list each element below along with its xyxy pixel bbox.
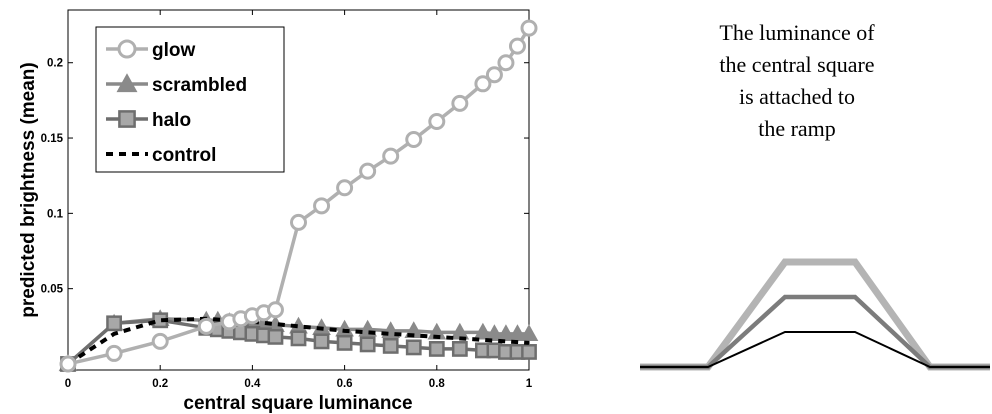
point-halo [382, 337, 399, 354]
point-scrambled [473, 322, 493, 340]
annotation-line-4: the ramp [758, 116, 836, 141]
point-halo [106, 315, 122, 332]
x-tick-label: 0.8 [429, 378, 446, 390]
point-halo [290, 330, 307, 347]
legend-box [95, 26, 285, 173]
legend-label-scrambled: scrambled [152, 75, 247, 96]
chart-panel: 0 0.2 0.4 0.6 0.8 1 0.05 0.1 0.15 0.2 central squ… [18, 9, 539, 414]
x-tick-label: 0.2 [152, 378, 168, 390]
point-glow [497, 54, 515, 72]
ramp-profile-1 [640, 258, 990, 371]
x-tick-label: 0 [65, 378, 71, 390]
point-glow [382, 147, 400, 165]
ramp-profile-3 [640, 331, 990, 368]
legend-item-glow: glow [106, 39, 195, 61]
series-glow [59, 19, 538, 373]
point-halo [313, 333, 330, 350]
point-glow [336, 179, 354, 197]
legend-marker-halo [118, 110, 136, 128]
point-glow [520, 19, 538, 37]
x-axis-label: central square luminance [183, 393, 412, 414]
point-halo [336, 334, 353, 351]
y-tick-label: 0.1 [47, 208, 64, 220]
legend-label-control: control [152, 145, 216, 166]
legend-label-glow: glow [152, 40, 195, 61]
x-tick-label: 0.4 [244, 378, 261, 390]
point-scrambled [519, 324, 539, 342]
legend-items: glow scrambled halo control [106, 39, 247, 166]
legend-marker-glow [117, 39, 137, 59]
point-glow [313, 197, 331, 215]
legend-item-control: control [106, 145, 216, 166]
point-glow [105, 344, 123, 362]
point-halo [521, 344, 537, 360]
series-control [66, 316, 530, 366]
point-glow [359, 162, 377, 180]
point-glow [451, 94, 469, 112]
point-glow [151, 332, 169, 350]
point-halo [359, 336, 376, 353]
point-glow [290, 213, 307, 231]
point-halo [428, 341, 445, 357]
legend-marker-scrambled [116, 73, 138, 93]
annotation-line-1: The luminance of [719, 20, 875, 45]
y-tick-label: 0.2 [47, 58, 63, 70]
legend-item-scrambled: scrambled [106, 73, 247, 96]
series-layer [58, 19, 539, 373]
series-halo [60, 312, 537, 372]
annotation-line-2: the central square [719, 52, 874, 77]
annotation-panel: The luminance of the central square is a… [719, 20, 875, 141]
y-tick-label: 0.05 [41, 284, 64, 296]
series-line-control [66, 316, 530, 366]
y-axis-label: predicted brightness (mean) [18, 62, 39, 318]
x-tick-label: 0.6 [337, 378, 353, 390]
point-glow [508, 37, 526, 55]
point-halo [405, 339, 422, 356]
y-tick-label: 0.15 [41, 133, 64, 145]
point-halo [267, 328, 284, 345]
point-scrambled [485, 324, 504, 342]
point-glow [428, 112, 446, 130]
point-glow [405, 131, 423, 149]
x-tick-label: 1 [526, 378, 533, 390]
point-glow [59, 355, 77, 373]
legend-item-halo: halo [106, 110, 191, 131]
ramp-diagram [640, 258, 990, 371]
point-scrambled [496, 324, 516, 342]
legend-label-halo: halo [152, 110, 191, 131]
annotation-line-3: is attached to [739, 84, 855, 109]
point-glow [474, 75, 492, 93]
point-halo [451, 341, 468, 357]
axis-ticks: 0 0.2 0.4 0.6 0.8 1 0.05 0.1 0.15 0.2 [41, 10, 533, 390]
point-glow [485, 66, 503, 84]
point-glow [266, 301, 284, 319]
legend: glow scrambled halo control [95, 26, 285, 173]
point-glow [197, 317, 215, 335]
